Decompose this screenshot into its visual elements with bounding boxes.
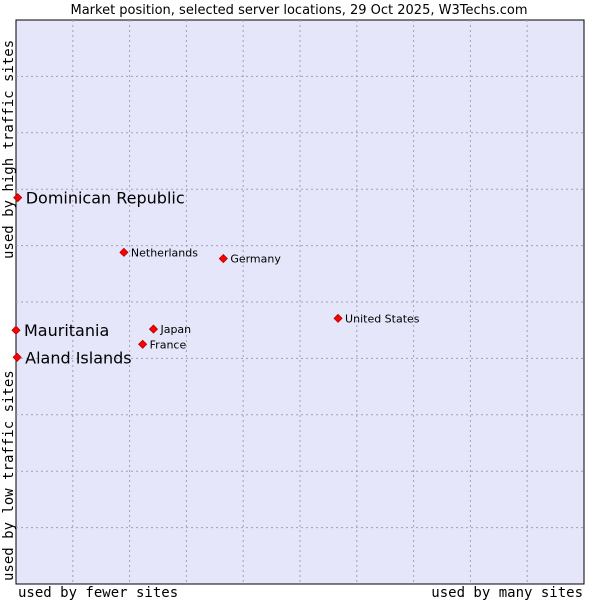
- data-point-marker: [218, 254, 228, 264]
- x-axis-label-right: used by many sites: [431, 585, 583, 600]
- data-point-label: Dominican Republic: [26, 189, 185, 208]
- data-point-marker: [13, 193, 23, 203]
- data-point-label: France: [150, 338, 187, 351]
- grid-lines: [16, 20, 584, 584]
- data-point-label: Mauritania: [24, 321, 109, 340]
- data-point-marker: [12, 352, 22, 362]
- data-point-label: Aland Islands: [25, 348, 132, 367]
- data-point-label: Germany: [230, 253, 281, 266]
- data-point-marker: [333, 313, 343, 323]
- data-points: Dominican Republic Netherlands Germany Unit…: [11, 189, 420, 367]
- data-point-label: United States: [345, 312, 420, 325]
- data-point-marker: [138, 339, 148, 349]
- y-axis-label-bottom: used by low traffic sites: [1, 370, 17, 581]
- y-axis-label-top: used by high traffic sites: [1, 40, 17, 259]
- data-point-label: Japan: [159, 323, 191, 336]
- data-point-label: Netherlands: [131, 246, 198, 259]
- data-point-marker: [148, 324, 159, 334]
- chart-title: Market position, selected server locatio…: [70, 3, 527, 18]
- x-axis-label-left: used by fewer sites: [18, 585, 178, 600]
- data-point-marker: [11, 325, 21, 335]
- data-point-marker: [119, 247, 129, 257]
